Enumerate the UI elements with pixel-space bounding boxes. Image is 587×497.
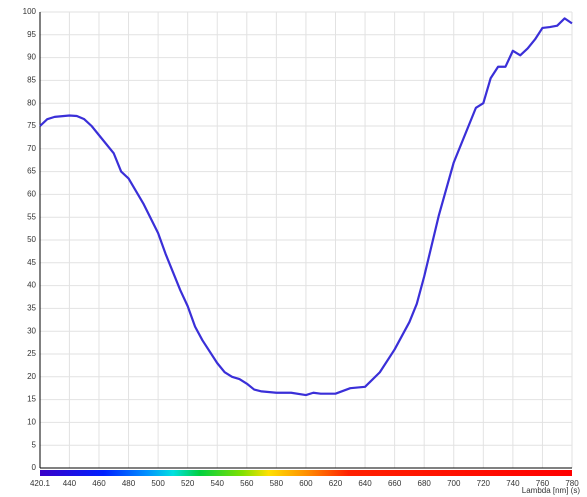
- x-tick-label: 500: [151, 479, 165, 488]
- y-tick-label: 65: [27, 167, 36, 176]
- y-tick-label: 15: [27, 395, 36, 404]
- x-tick-label: 440: [63, 479, 77, 488]
- y-tick-label: 50: [27, 235, 36, 244]
- y-tick-label: 90: [27, 53, 36, 62]
- x-tick-label: 720: [477, 479, 491, 488]
- y-tick-label: 25: [27, 349, 36, 358]
- y-tick-label: 35: [27, 304, 36, 313]
- x-tick-label: 580: [270, 479, 284, 488]
- x-tick-label: 420.1: [30, 479, 51, 488]
- x-tick-label: 760: [536, 479, 550, 488]
- spectrum-bar: [40, 470, 572, 476]
- y-tick-label: 45: [27, 258, 36, 267]
- x-tick-label: 640: [358, 479, 372, 488]
- x-tick-label: 660: [388, 479, 402, 488]
- x-tick-label: 700: [447, 479, 461, 488]
- x-tick-label: 740: [506, 479, 520, 488]
- x-tick-label: 520: [181, 479, 195, 488]
- x-tick-label: 560: [240, 479, 254, 488]
- y-tick-label: 40: [27, 281, 36, 290]
- y-tick-label: 60: [27, 190, 36, 199]
- x-tick-label: 780: [565, 479, 579, 488]
- y-tick-label: 5: [32, 440, 37, 449]
- y-tick-label: 80: [27, 98, 36, 107]
- y-tick-label: 100: [23, 7, 37, 16]
- y-tick-label: 0: [32, 463, 37, 472]
- y-tick-label: 10: [27, 418, 36, 427]
- y-tick-label: 75: [27, 121, 36, 130]
- y-tick-label: 30: [27, 326, 36, 335]
- y-tick-label: 85: [27, 76, 36, 85]
- x-tick-label: 540: [211, 479, 225, 488]
- x-tick-label: 480: [122, 479, 136, 488]
- y-tick-label: 70: [27, 144, 36, 153]
- x-axis-label: Lambda [nm] (s): [522, 486, 581, 495]
- data-line: [39, 17, 573, 397]
- x-tick-label: 680: [418, 479, 432, 488]
- x-tick-label: 460: [92, 479, 106, 488]
- y-tick-label: 20: [27, 372, 36, 381]
- y-tick-label: 95: [27, 30, 36, 39]
- x-tick-label: 600: [299, 479, 313, 488]
- y-tick-label: 55: [27, 212, 36, 221]
- x-tick-label: 620: [329, 479, 343, 488]
